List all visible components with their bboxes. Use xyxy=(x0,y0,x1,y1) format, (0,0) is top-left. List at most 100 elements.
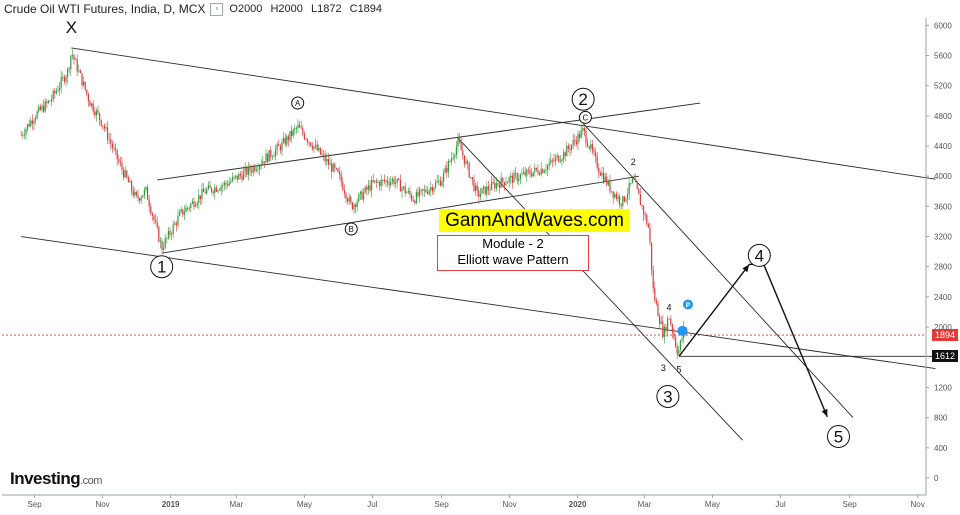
candle-body xyxy=(316,144,318,151)
brand-logo[interactable]: Investing.com xyxy=(10,469,102,489)
candle-body xyxy=(55,90,57,94)
candle-body xyxy=(372,180,374,182)
candle-body xyxy=(569,148,571,150)
candle-body xyxy=(166,237,168,239)
candle-body xyxy=(508,177,510,183)
candle-body xyxy=(596,156,598,169)
candle-body xyxy=(378,182,381,187)
candle-body xyxy=(76,59,78,72)
candle-body xyxy=(207,185,209,190)
candle-body xyxy=(548,163,550,166)
candle-body xyxy=(247,166,249,175)
candle-body xyxy=(430,187,432,190)
candle-body xyxy=(321,154,323,155)
close-value: C1894 xyxy=(349,3,383,15)
y-tick-label: 2000 xyxy=(934,323,952,332)
candle-body xyxy=(414,200,416,204)
candle-body xyxy=(559,161,561,162)
candle-body xyxy=(446,167,448,173)
trendline xyxy=(157,102,701,181)
candle-body xyxy=(527,169,529,171)
candle-body xyxy=(650,242,653,270)
candle-body xyxy=(228,182,230,186)
candle-body xyxy=(244,167,246,172)
candle-body xyxy=(334,164,336,169)
candle-body xyxy=(159,240,161,242)
wave-labels-layer: X 1 A B 2 C 2 4 3 5 3 4 5 P xyxy=(66,18,850,448)
candle-body xyxy=(230,181,232,183)
candle-body xyxy=(438,180,440,182)
candle-body xyxy=(668,318,670,320)
candle-body xyxy=(351,202,353,210)
candle-body xyxy=(382,179,384,181)
candle-body xyxy=(631,178,633,184)
candle-body xyxy=(654,288,656,301)
settings-icon[interactable]: ▫ xyxy=(210,2,224,16)
candle-body xyxy=(102,125,104,127)
x-tick-label: Mar xyxy=(229,500,243,509)
candle-body xyxy=(618,196,621,204)
candle-body xyxy=(393,178,395,184)
candle-body xyxy=(449,161,451,162)
candle-body xyxy=(238,174,240,180)
candle-body xyxy=(126,170,128,178)
candle-body xyxy=(497,183,499,185)
candle-body xyxy=(590,144,592,149)
y-tick-label: 4800 xyxy=(934,112,952,121)
candle-body xyxy=(602,172,605,182)
candle-body xyxy=(175,223,177,226)
module-line-2: Elliott wave Pattern xyxy=(457,252,569,267)
candle-body xyxy=(198,195,200,203)
candle-body xyxy=(279,145,281,151)
candle-body xyxy=(678,350,680,355)
candle-body xyxy=(44,101,46,112)
candle-body xyxy=(170,234,173,235)
candle-body xyxy=(615,194,617,199)
candle-body xyxy=(63,76,65,82)
candle-body xyxy=(252,166,254,173)
candle-body xyxy=(390,181,392,185)
candle-body xyxy=(182,209,184,215)
candle-body xyxy=(641,205,643,207)
candle-body xyxy=(234,175,237,177)
candle-body xyxy=(417,192,419,197)
candle-body xyxy=(199,195,201,200)
candle-body xyxy=(511,175,513,183)
candle-body xyxy=(262,161,264,165)
wave-label-circle xyxy=(826,424,850,448)
wave-label: 2 xyxy=(578,90,587,109)
candle-body xyxy=(639,194,641,206)
candle-body xyxy=(183,212,185,215)
candle-body xyxy=(50,99,53,102)
wave-label: X xyxy=(66,18,77,37)
candle-body xyxy=(134,191,136,196)
wave-label-circle xyxy=(150,255,174,279)
candle-body xyxy=(103,125,105,129)
candle-body xyxy=(223,182,225,186)
candle-body xyxy=(25,128,27,135)
candle-body xyxy=(638,188,640,195)
candle-body xyxy=(233,176,235,178)
candle-body xyxy=(332,164,334,172)
instrument-title[interactable]: Crude Oil WTI Futures, India, D, MCX xyxy=(4,2,206,16)
candle-body xyxy=(178,211,181,216)
candle-body xyxy=(647,224,649,228)
candle-body xyxy=(97,110,99,114)
candle-body xyxy=(292,129,294,137)
candle-body xyxy=(646,215,648,225)
candle-body xyxy=(540,168,542,175)
candle-body xyxy=(79,70,81,74)
wave-label: C xyxy=(582,113,588,122)
y-tick-label: 3600 xyxy=(934,202,952,211)
candle-body xyxy=(58,87,61,91)
candle-body xyxy=(434,182,437,188)
candle-body xyxy=(558,155,560,162)
candle-body xyxy=(681,338,683,341)
candle-body xyxy=(574,139,576,142)
candle-body xyxy=(274,149,277,156)
candle-body xyxy=(367,185,369,190)
candle-body xyxy=(146,187,149,200)
candle-body xyxy=(634,179,637,183)
y-tick-label: 2400 xyxy=(934,293,952,302)
